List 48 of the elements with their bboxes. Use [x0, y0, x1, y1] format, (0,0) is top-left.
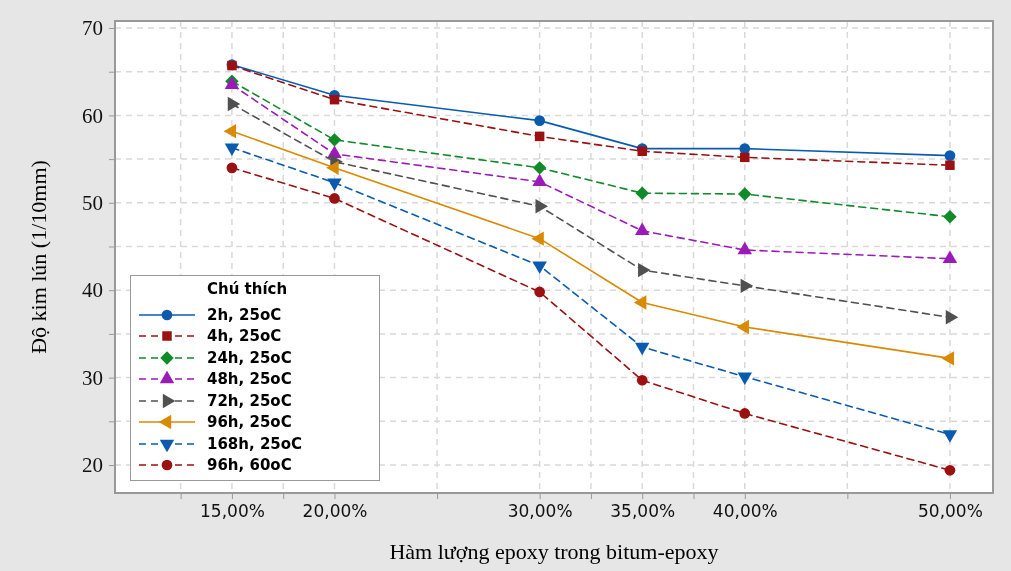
x-tick-label: 50,00% [918, 501, 983, 522]
point [327, 133, 342, 147]
y-tick-label: 30 [82, 365, 103, 390]
point [534, 131, 545, 142]
legend-label: 2h, 25oC [207, 305, 282, 324]
legend-label: 4h, 25oC [207, 327, 282, 346]
x-tick-label: 40,00% [712, 501, 778, 522]
y-tick-label: 70 [82, 16, 103, 41]
y-axis-title: Độ kim lún (1/10mm) [26, 160, 51, 354]
point [944, 464, 956, 476]
point [329, 94, 340, 105]
point [223, 123, 237, 139]
point [738, 187, 752, 201]
y-tick-label: 60 [82, 103, 103, 128]
point [941, 351, 955, 366]
point [740, 152, 750, 163]
legend-label: 96h, 60oC [207, 456, 292, 475]
point [739, 143, 751, 154]
point [944, 150, 956, 161]
point [945, 160, 955, 170]
point [739, 408, 751, 419]
legend-label: 168h, 25oC [207, 434, 303, 453]
legend-label: 24h, 25oC [207, 348, 292, 367]
point [535, 199, 548, 214]
point [635, 342, 650, 356]
legend-label: 72h, 25oC [207, 391, 292, 410]
point [534, 115, 545, 126]
legend-title: Chú thích [206, 280, 289, 300]
y-tick-label: 50 [82, 191, 103, 216]
point [329, 193, 340, 204]
point [737, 372, 752, 386]
point [636, 374, 648, 386]
point [326, 160, 339, 176]
x-tick-label: 30,00% [507, 501, 573, 522]
y-tick-label: 20 [82, 453, 103, 478]
point [532, 161, 547, 175]
legend-label: 48h, 25oC [207, 370, 292, 389]
legend-label: 96h, 25oC [207, 413, 292, 432]
x-tick-label: 15,00% [200, 501, 265, 522]
point [226, 162, 238, 174]
x-tick-label: 35,00% [610, 501, 676, 522]
x-axis-title: Hàm lượng epoxy trong bitum-epoxy [389, 539, 719, 564]
point [942, 430, 958, 443]
x-tick-label: 20,00% [302, 501, 368, 522]
y-tick-label: 40 [82, 278, 103, 303]
point [534, 286, 545, 298]
point [943, 210, 957, 224]
point [635, 186, 649, 200]
